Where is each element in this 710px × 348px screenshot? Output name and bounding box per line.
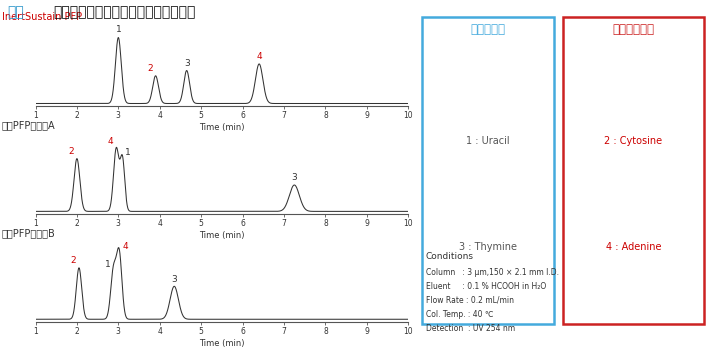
Text: N: N bbox=[609, 190, 616, 200]
Text: H: H bbox=[499, 229, 505, 237]
Text: 塩基性化合物: 塩基性化合物 bbox=[612, 23, 655, 36]
Text: O: O bbox=[435, 205, 442, 215]
Text: 3: 3 bbox=[171, 275, 177, 284]
Text: 2: 2 bbox=[147, 64, 153, 73]
Text: NH: NH bbox=[677, 201, 691, 210]
Text: 4: 4 bbox=[256, 52, 262, 61]
Text: 4 : Adenine: 4 : Adenine bbox=[606, 242, 661, 252]
Text: 4: 4 bbox=[108, 137, 114, 146]
Text: O: O bbox=[508, 64, 515, 74]
X-axis label: Time (min): Time (min) bbox=[199, 339, 245, 348]
Text: 他社PFPカラムA: 他社PFPカラムA bbox=[2, 120, 55, 130]
Text: 3: 3 bbox=[292, 173, 297, 182]
Text: 1 : Uracil: 1 : Uracil bbox=[466, 136, 510, 146]
Text: 1: 1 bbox=[105, 260, 111, 269]
Text: O: O bbox=[435, 96, 442, 105]
Text: O: O bbox=[508, 173, 515, 183]
Text: 1: 1 bbox=[116, 25, 121, 34]
Text: NH: NH bbox=[456, 73, 471, 83]
Text: N: N bbox=[462, 120, 470, 130]
Text: Detection  : UV 254 nm: Detection : UV 254 nm bbox=[426, 324, 515, 333]
Text: 1: 1 bbox=[126, 148, 131, 157]
Text: InertSustain PFP: InertSustain PFP bbox=[2, 12, 82, 22]
Text: H: H bbox=[499, 119, 505, 128]
Text: 3 : Thymine: 3 : Thymine bbox=[459, 242, 517, 252]
X-axis label: Time (min): Time (min) bbox=[199, 231, 245, 240]
Text: N: N bbox=[462, 229, 470, 239]
Text: Conditions: Conditions bbox=[426, 252, 474, 261]
Text: O: O bbox=[572, 96, 580, 105]
Text: 2: 2 bbox=[70, 256, 75, 265]
Text: N: N bbox=[609, 231, 616, 241]
Text: N: N bbox=[645, 175, 652, 185]
Text: 2 : Cytosine: 2 : Cytosine bbox=[604, 136, 662, 146]
Text: H: H bbox=[645, 118, 650, 127]
X-axis label: Time (min): Time (min) bbox=[199, 123, 245, 132]
Text: Col. Temp. : 40 ℃: Col. Temp. : 40 ℃ bbox=[426, 310, 493, 319]
Text: 4: 4 bbox=[122, 242, 128, 251]
Text: N: N bbox=[602, 120, 610, 130]
Text: NH₂: NH₂ bbox=[636, 56, 655, 66]
Text: Flow Rate : 0.2 mL/min: Flow Rate : 0.2 mL/min bbox=[426, 296, 514, 305]
Text: 中性化合物: 中性化合物 bbox=[470, 23, 506, 36]
Text: NH: NH bbox=[456, 182, 471, 192]
Text: 2: 2 bbox=[68, 147, 74, 156]
Text: 図２: 図２ bbox=[7, 5, 24, 19]
Text: N: N bbox=[606, 74, 613, 84]
Text: 3: 3 bbox=[184, 59, 190, 68]
Text: Column   : 3 μm,150 × 2.1 mm I.D.: Column : 3 μm,150 × 2.1 mm I.D. bbox=[426, 268, 559, 277]
Text: 高極性（親水性）化合物の分析比較: 高極性（親水性）化合物の分析比較 bbox=[53, 5, 196, 19]
Text: NH₂: NH₂ bbox=[608, 169, 627, 179]
Text: 他社PFPカラムB: 他社PFPカラムB bbox=[2, 228, 55, 238]
Text: CH₃: CH₃ bbox=[525, 202, 540, 211]
Text: Eluent     : 0.1 % HCOOH in H₂O: Eluent : 0.1 % HCOOH in H₂O bbox=[426, 282, 546, 291]
